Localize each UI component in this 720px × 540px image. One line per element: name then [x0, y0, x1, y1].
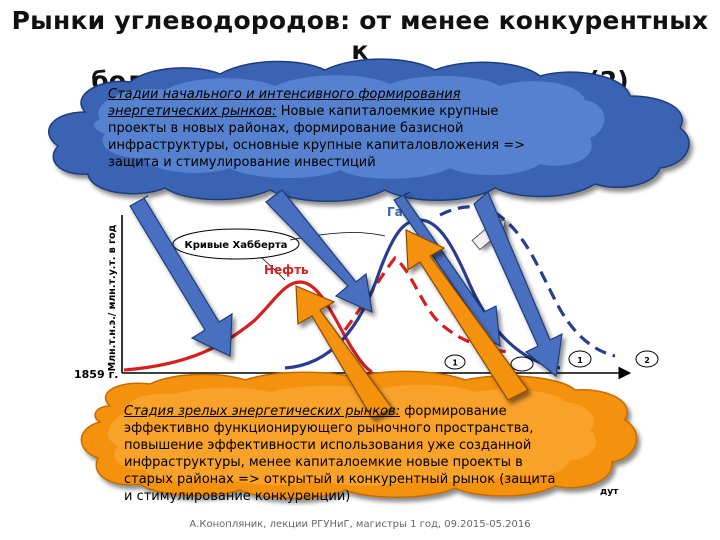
stage-marker-3: 2: [635, 350, 659, 368]
svg-text:1: 1: [577, 356, 583, 365]
top-cloud: [48, 58, 690, 202]
hubbert-ellipse: [172, 228, 300, 260]
top-cloud-body: Новые капиталоемкие крупные проекты в но…: [108, 104, 526, 170]
blue-arrow-1: [129, 195, 233, 357]
blue-arrow-2: [265, 189, 373, 313]
bottom-cloud: [80, 370, 638, 499]
start-year-label: 1859 г.: [74, 368, 118, 381]
bottom-cloud-lead: Стадия зрелых энергетических рынков:: [124, 404, 401, 419]
gas-projection-curve: [439, 205, 616, 358]
oil-projection-curve: [343, 255, 511, 354]
y-axis-label: Млн.т.н.э./ млн.т.у.т. в год: [107, 224, 118, 371]
orange-arrow-1: [295, 285, 393, 419]
top-cloud-lead: Стадии начального и интенсивного формиро…: [108, 87, 461, 119]
bottom-cloud-text: Стадия зрелых энергетических рынков: фор…: [124, 403, 564, 505]
svg-text:2: 2: [644, 356, 650, 365]
hubbert-label: Кривые Хабберта: [185, 239, 288, 251]
oil-label: Нефть: [264, 263, 309, 277]
slide-footer: А.Конопляник, лекции РГУНиГ, магистры 1 …: [189, 519, 531, 530]
stage-marker-2: 1: [568, 350, 592, 368]
hubbert-pointer-1: [261, 257, 286, 281]
title-line-1: Рынки углеводородов: от менее конкурентн…: [11, 6, 709, 65]
partial-label: дут: [600, 487, 619, 497]
oil-curve: [123, 280, 373, 374]
orange-arrow-2: [405, 229, 529, 401]
top-cloud-text: Стадии начального и интенсивного формиро…: [108, 86, 528, 171]
blue-arrow-4: [473, 191, 563, 378]
stage-marker-hidden: [510, 356, 534, 372]
stage-marker-1: 1: [444, 354, 466, 370]
bottom-cloud-body: формирование эффективно функционирующего…: [124, 404, 556, 504]
svg-text:1: 1: [452, 359, 458, 368]
